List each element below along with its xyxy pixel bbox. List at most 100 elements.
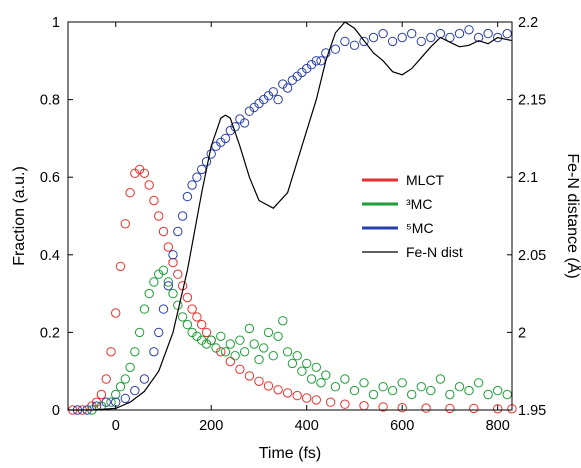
data-point-mc: [330, 382, 341, 392]
y2-tick-label: 2.05: [518, 248, 546, 264]
data-point-mlct: [192, 312, 202, 322]
data-point-mc: [254, 354, 264, 365]
data-point-mc: [144, 288, 154, 299]
data-point-mlct: [359, 401, 369, 411]
data-point-mc: [502, 389, 512, 400]
data-point-mlct: [197, 319, 207, 330]
legend-label-3mc: ³MC: [406, 196, 432, 212]
legend-label-fe-n-dist: Fe-N dist: [406, 244, 463, 260]
x-axis-label: Time (fs): [259, 445, 322, 462]
data-point-mc: [125, 362, 135, 372]
data-point-mc: [206, 149, 216, 159]
y2-tick-label: 2.1: [518, 170, 538, 186]
data-point-mc: [182, 319, 193, 330]
data-point-mc: [368, 32, 379, 43]
data-point-mc: [407, 389, 417, 400]
data-point-mc: [454, 382, 465, 392]
data-point-mc: [211, 343, 221, 353]
data-point-mc: [306, 374, 317, 384]
data-point-mc: [282, 347, 293, 357]
data-point-mc: [168, 288, 178, 299]
data-point-mc: [378, 28, 388, 39]
data-point-mc: [378, 382, 388, 392]
data-point-mc: [220, 347, 231, 357]
data-point-mlct: [244, 371, 255, 381]
data-point-mc: [416, 36, 426, 47]
data-point-mc: [206, 335, 216, 345]
data-point-mc: [173, 226, 183, 237]
data-point-mc: [120, 374, 131, 384]
data-point-mlct: [493, 404, 503, 414]
data-point-mc: [473, 378, 484, 388]
data-point-mlct: [168, 257, 178, 268]
data-point-mlct: [225, 356, 236, 367]
data-point-mlct: [235, 364, 245, 374]
data-point-mlct: [273, 385, 283, 395]
data-point-mc: [426, 32, 436, 43]
series-line-fe-n-dist: [68, 21, 513, 411]
data-point-mc: [239, 347, 250, 357]
data-point-mlct: [125, 188, 135, 198]
data-point-mc: [292, 351, 302, 361]
data-point-mc: [101, 397, 111, 407]
data-point-mc: [268, 351, 278, 361]
data-point-mlct: [311, 395, 321, 405]
data-point-mlct: [115, 261, 126, 272]
data-point-mc: [130, 347, 140, 357]
data-point-mc: [321, 370, 331, 380]
data-point-mc: [359, 378, 369, 388]
data-point-mlct: [469, 403, 479, 414]
data-point-mc: [435, 374, 446, 384]
data-point-mc: [120, 393, 131, 404]
data-point-mc: [387, 36, 398, 47]
data-point-mc: [173, 300, 183, 310]
data-point-mc: [259, 343, 269, 353]
data-point-mc: [387, 385, 398, 396]
data-point-mc: [230, 351, 240, 361]
data-point-mc: [268, 87, 278, 97]
data-point-mlct: [187, 304, 197, 314]
data-point-mc: [282, 83, 293, 93]
data-point-mlct: [144, 180, 154, 190]
data-point-mc: [349, 385, 360, 396]
x-tick-label: 400: [295, 418, 319, 434]
data-point-mc: [158, 304, 169, 314]
data-point-mlct: [154, 211, 164, 221]
data-point-mc: [201, 157, 212, 167]
data-point-mc: [397, 378, 407, 388]
data-point-mc: [483, 28, 493, 39]
data-point-mc: [273, 94, 283, 105]
data-point-mlct: [173, 269, 183, 279]
data-point-mc: [316, 378, 326, 388]
data-point-mc: [493, 385, 503, 396]
data-point-mc: [311, 56, 321, 66]
y2-tick-label: 2.15: [518, 93, 546, 109]
legend: MLCT ³MC ⁵MC Fe-N dist: [362, 172, 463, 260]
data-point-mc: [158, 265, 169, 275]
x-tick-label: 800: [486, 418, 510, 434]
data-point-mlct: [282, 388, 293, 398]
y2-tick-label: 1.95: [518, 403, 546, 419]
axis-ticks-group: 0 200 400 600 800 0 0.2 0.4 0.6 0.8 1 1.95 2 2.05 2.1 2…: [40, 15, 546, 434]
data-point-mc: [225, 339, 236, 349]
data-point-mc: [187, 180, 197, 190]
data-point-mlct: [445, 403, 455, 414]
data-point-mlct: [182, 292, 193, 303]
y-tick-label: 0.6: [40, 170, 60, 186]
data-point-mc: [139, 304, 150, 314]
data-point-mlct: [292, 390, 302, 401]
data-point-mc: [435, 28, 446, 39]
data-point-mc: [154, 327, 164, 338]
data-point-mlct: [96, 389, 107, 400]
data-point-mc: [464, 25, 474, 35]
data-point-mc: [168, 250, 178, 260]
data-point-mc: [340, 374, 350, 384]
y-tick-label: 0.8: [40, 93, 60, 109]
y-axis-label: Fraction (a.u.): [11, 166, 28, 266]
data-point-mlct: [163, 242, 174, 252]
x-tick-label: 600: [390, 418, 414, 434]
data-point-mc: [244, 323, 255, 334]
data-point-mlct: [254, 376, 264, 386]
x-tick-label: 0: [112, 418, 120, 434]
